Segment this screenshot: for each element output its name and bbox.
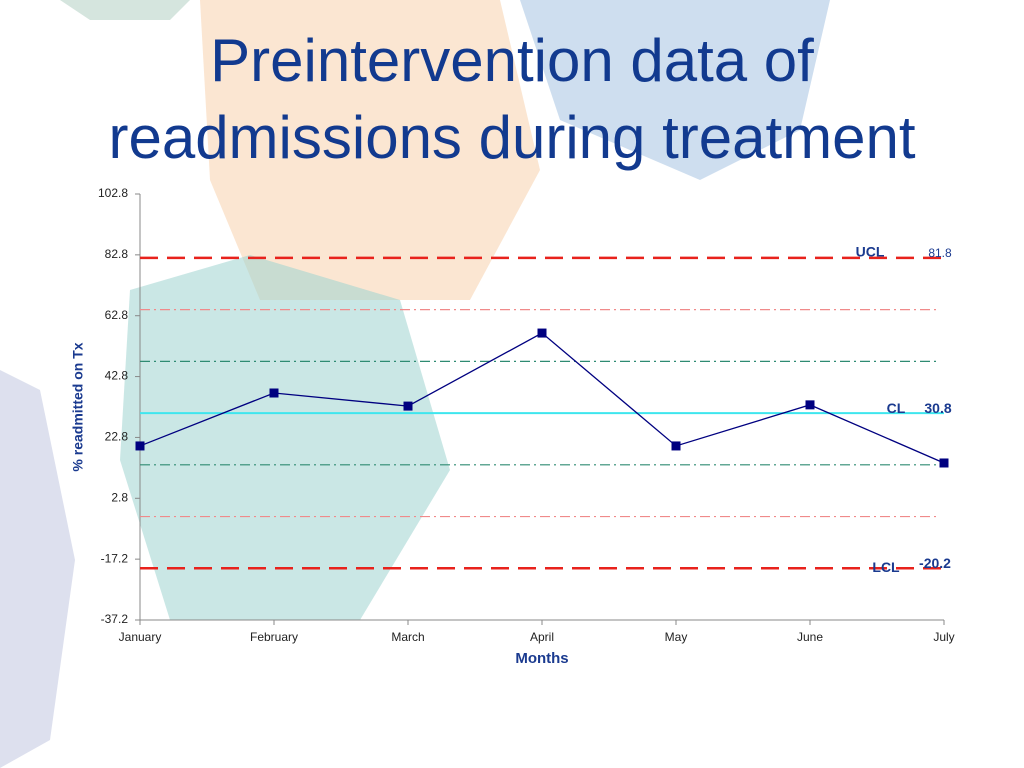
decor-hexagon xyxy=(200,0,540,300)
x-axis-label: Months xyxy=(515,650,568,667)
y-tick-label: 82.8 xyxy=(105,247,129,261)
data-point xyxy=(671,441,681,451)
data-point xyxy=(135,441,145,451)
data-point xyxy=(939,458,949,468)
decor-hexagon xyxy=(120,255,450,620)
control-line-name: CL xyxy=(887,400,906,416)
x-tick-label: March xyxy=(391,630,424,644)
control-line-name: LCL xyxy=(872,559,900,575)
decor-hexagon xyxy=(0,370,75,768)
slide-title: Preintervention data of readmissions dur… xyxy=(108,27,916,171)
control-line-value: -20.2 xyxy=(919,555,951,571)
decor-hexagon xyxy=(60,0,190,20)
control-line-value: 81.8 xyxy=(928,246,952,260)
data-line xyxy=(139,332,945,464)
decor-hexagon xyxy=(520,0,830,180)
y-tick-label: -37.2 xyxy=(101,612,129,626)
y-tick-label: 62.8 xyxy=(105,308,129,322)
data-point xyxy=(269,388,279,398)
x-tick-label: February xyxy=(250,630,298,644)
y-tick-label: 102.8 xyxy=(98,186,128,200)
y-tick-label: 22.8 xyxy=(105,430,129,444)
data-point xyxy=(805,400,815,410)
x-tick-label: June xyxy=(797,630,823,644)
y-axis-label: % readmitted on Tx xyxy=(70,342,86,471)
x-tick-label: July xyxy=(933,630,954,644)
data-point xyxy=(403,401,413,411)
data-point xyxy=(537,328,547,338)
x-tick-label: April xyxy=(530,630,554,644)
x-tick-label: May xyxy=(665,630,688,644)
control-line-name: UCL xyxy=(856,244,885,260)
y-tick-label: -17.2 xyxy=(101,551,129,565)
y-tick-label: 2.8 xyxy=(111,490,128,504)
x-tick-label: January xyxy=(119,630,162,644)
y-tick-label: 42.8 xyxy=(105,369,129,383)
control-line-value: 30.8 xyxy=(924,400,951,416)
